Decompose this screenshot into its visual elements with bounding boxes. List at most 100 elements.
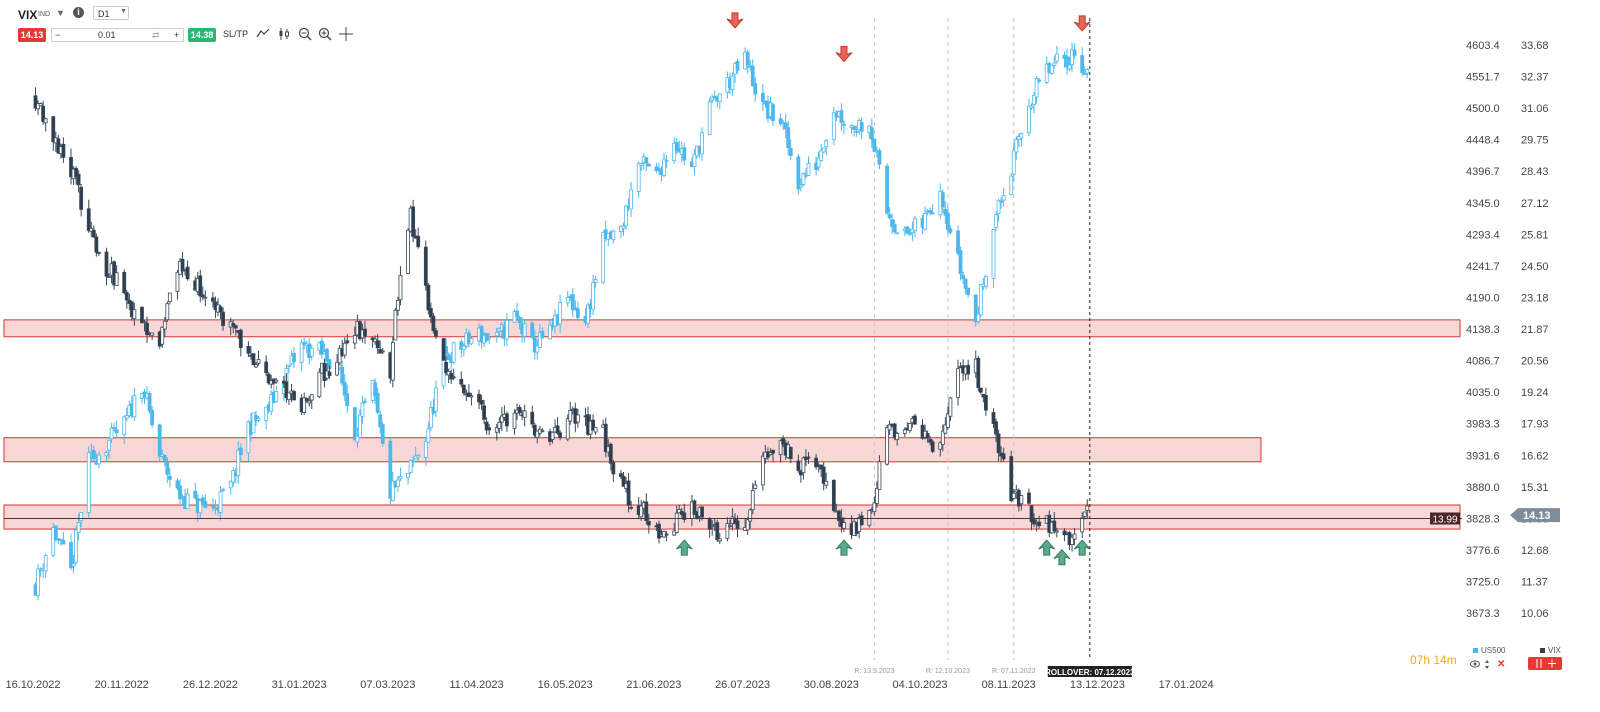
- us500-candle-body: [760, 92, 765, 102]
- y-left-tick-label: 3725.0: [1466, 576, 1500, 588]
- vix-candle: [185, 260, 190, 281]
- us500-candle-body: [107, 439, 111, 451]
- vix-candle-body: [307, 400, 312, 404]
- us500-candle: [760, 84, 765, 111]
- us500-candle-body: [558, 302, 563, 325]
- vix-candle-body: [1070, 536, 1074, 545]
- us500-candle-body: [231, 470, 236, 483]
- vix-candle-body: [150, 332, 155, 336]
- vix-candle-body: [938, 442, 943, 450]
- vix-candle: [416, 227, 421, 249]
- visibility-icon[interactable]: [1470, 659, 1496, 671]
- us500-candle: [636, 161, 641, 199]
- vix-candle-body: [251, 353, 256, 366]
- us500-candle: [218, 486, 223, 521]
- vix-candle: [256, 350, 261, 366]
- us500-candle: [69, 533, 73, 571]
- us500-candle: [114, 420, 119, 439]
- us500-candle: [1037, 77, 1042, 84]
- vix-candle-body: [484, 421, 489, 431]
- swap-icon[interactable]: ⇄: [152, 30, 160, 40]
- vix-candle-body: [644, 501, 649, 522]
- us500-candle: [963, 278, 968, 295]
- vix-candle: [629, 500, 633, 510]
- us500-candle: [778, 113, 783, 127]
- timeframe-select[interactable]: D1: [93, 6, 129, 20]
- vix-candle: [943, 417, 948, 435]
- vix-candle-body: [327, 371, 332, 376]
- candle-type-icon[interactable]: [278, 27, 292, 41]
- us500-candle-body: [175, 480, 180, 489]
- us500-candle: [976, 306, 981, 325]
- us500-candle: [991, 228, 996, 288]
- us500-candle: [905, 226, 910, 234]
- decrement-button[interactable]: −: [55, 30, 61, 40]
- y-left-tick-label: 4241.7: [1466, 261, 1500, 273]
- us500-candle-body: [824, 140, 829, 147]
- us500-candle: [342, 374, 347, 402]
- us500-candle-body: [961, 274, 965, 279]
- vix-candle-body: [677, 509, 682, 514]
- quantity-value[interactable]: 0.01: [98, 30, 116, 40]
- us500-candle-body: [390, 480, 395, 502]
- us500-candle-body: [710, 96, 715, 101]
- sltp-button[interactable]: SL/TP: [223, 29, 249, 39]
- vix-candle: [380, 348, 385, 355]
- us500-candle-body: [591, 282, 595, 310]
- vix-candle-body: [69, 156, 73, 178]
- vix-candle: [978, 387, 983, 395]
- vix-candle: [1085, 499, 1090, 519]
- zoom-out-icon[interactable]: [298, 27, 312, 41]
- quantity-stepper[interactable]: − 0.01 ⇄ +: [51, 28, 184, 42]
- symbol-dropdown-icon[interactable]: ▼: [56, 8, 65, 18]
- vix-candle-body: [1085, 505, 1090, 511]
- us500-candle: [388, 438, 393, 506]
- vix-candle-body: [86, 208, 91, 231]
- us500-candle: [806, 156, 811, 176]
- line-chart-icon[interactable]: [256, 27, 270, 39]
- vix-candle: [43, 117, 48, 132]
- compare-toggle-button[interactable]: [1528, 657, 1562, 670]
- vix-candle: [441, 337, 446, 361]
- us500-candle: [236, 441, 241, 485]
- vix-candle: [36, 100, 40, 116]
- legend-vix[interactable]: VIX: [1540, 646, 1561, 655]
- vix-candle-body: [1072, 533, 1077, 540]
- vix-candle: [895, 431, 900, 446]
- us500-candle: [621, 222, 626, 236]
- info-icon[interactable]: i: [73, 7, 84, 18]
- us500-candle-body: [461, 345, 466, 350]
- vix-candle-body: [837, 510, 841, 521]
- close-icon[interactable]: ✕: [1497, 659, 1506, 670]
- vix-candle: [540, 428, 545, 433]
- us500-candle: [71, 554, 76, 573]
- us500-candle-body: [943, 208, 948, 216]
- vix-candle: [426, 282, 431, 315]
- us500-candle: [1027, 98, 1031, 136]
- chevron-down-icon[interactable]: ▼: [120, 8, 127, 15]
- vix-candle: [657, 520, 661, 544]
- vix-candle: [221, 307, 225, 331]
- legend-us500[interactable]: US500: [1473, 646, 1505, 655]
- vix-candle-body: [558, 432, 563, 438]
- us500-candle-body: [778, 118, 783, 125]
- vix-candle-body: [428, 307, 433, 318]
- crosshair-icon[interactable]: [339, 27, 353, 41]
- buy-button[interactable]: 14.38: [188, 28, 216, 42]
- us500-candle-body: [895, 232, 900, 235]
- vix-candle-body: [619, 473, 623, 478]
- sell-button[interactable]: 14.13: [18, 28, 46, 42]
- us500-candle-body: [408, 460, 413, 473]
- zoom-in-icon[interactable]: [318, 27, 332, 41]
- us500-candle: [299, 339, 304, 372]
- us500-candle-body: [692, 153, 697, 168]
- us500-candle-body: [644, 157, 649, 164]
- increment-button[interactable]: +: [174, 30, 180, 40]
- vix-candle-body: [994, 421, 998, 435]
- us500-candle: [948, 225, 953, 235]
- vix-candle: [264, 355, 269, 377]
- symbol-name[interactable]: VIX: [18, 8, 38, 22]
- vix-candle: [983, 387, 988, 416]
- y-left-tick-label: 4396.7: [1466, 166, 1500, 178]
